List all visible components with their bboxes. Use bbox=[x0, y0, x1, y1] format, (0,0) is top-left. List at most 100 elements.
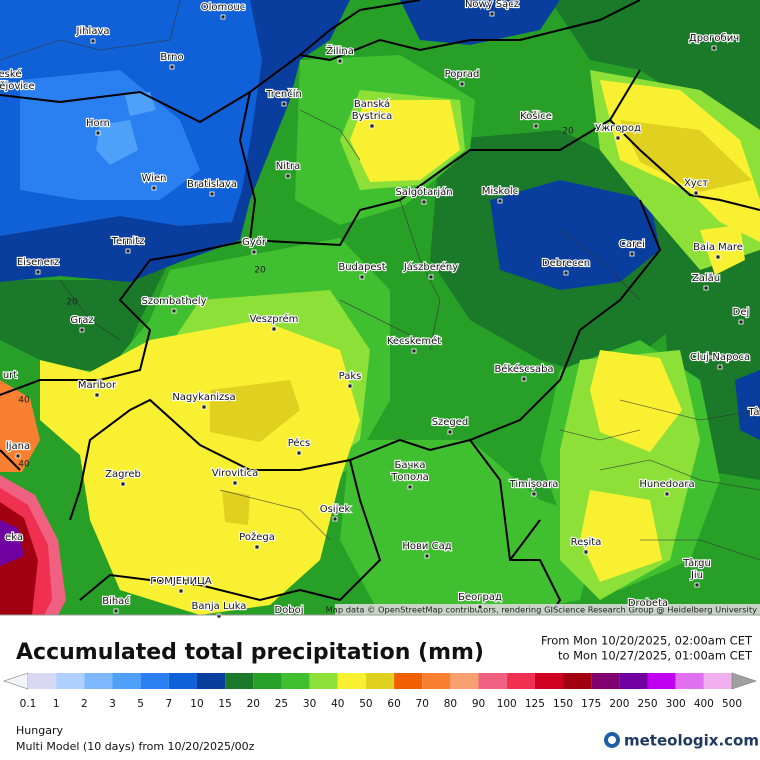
city-marker bbox=[531, 491, 537, 497]
city-label: urt bbox=[3, 370, 17, 381]
city-marker bbox=[477, 604, 483, 610]
city-marker bbox=[251, 249, 257, 255]
city-marker bbox=[79, 327, 85, 333]
city-marker bbox=[369, 123, 375, 129]
contour-label: 40 bbox=[18, 396, 30, 406]
city-label: Reșita bbox=[571, 537, 602, 548]
city-label: Београд bbox=[458, 592, 502, 603]
city-label: Poprad bbox=[445, 69, 480, 80]
city-label: Jászberény bbox=[403, 261, 458, 273]
city-marker bbox=[254, 544, 260, 550]
city-label: Wien bbox=[142, 173, 167, 184]
city-label: Нови Сад bbox=[402, 541, 451, 552]
city-marker bbox=[717, 364, 723, 370]
city-label: Zagreb bbox=[105, 469, 141, 480]
contour-label: 40 bbox=[18, 460, 30, 470]
city-label: Szeged bbox=[432, 417, 469, 428]
city-marker bbox=[337, 58, 343, 64]
city-marker bbox=[120, 481, 126, 487]
contour-label: 20 bbox=[254, 266, 266, 276]
city-label: Paks bbox=[339, 371, 362, 382]
contour-label: 20 bbox=[66, 298, 78, 308]
colorbar-box bbox=[28, 673, 57, 689]
city-marker bbox=[201, 404, 207, 410]
city-label: ějovice bbox=[0, 80, 35, 92]
city-marker bbox=[332, 516, 338, 522]
colorbar-label: 2 bbox=[81, 698, 88, 710]
colorbar-label: 400 bbox=[694, 698, 714, 710]
colorbar-label: 15 bbox=[218, 698, 231, 710]
colorbar-label: 100 bbox=[497, 698, 517, 710]
city-label: Trenčín bbox=[265, 88, 302, 100]
city-marker bbox=[113, 608, 119, 614]
city-label: Doboj bbox=[274, 605, 303, 616]
area bbox=[735, 370, 760, 440]
city-label: Nagykanizsa bbox=[172, 392, 235, 403]
city-label: Nowy Sącz bbox=[465, 0, 519, 10]
city-label: Budapest bbox=[338, 262, 385, 273]
colorbar-box bbox=[225, 673, 254, 689]
colorbar: 0.1 1 2 3 5 7 10 15 20 25 30 40 50 60 70 80 90 100 125 150 1… bbox=[3, 672, 757, 710]
colorbar-label: 1 bbox=[53, 698, 60, 710]
city-marker bbox=[447, 429, 453, 435]
area bbox=[400, 0, 560, 45]
colorbar-box bbox=[281, 673, 310, 689]
colorbar-box bbox=[422, 673, 451, 689]
city-marker bbox=[428, 274, 434, 280]
city-label: Salgótarján bbox=[395, 186, 452, 198]
colorbar-box bbox=[112, 673, 141, 689]
area bbox=[222, 490, 250, 525]
city-marker bbox=[171, 308, 177, 314]
city-label: Tâ bbox=[747, 406, 759, 418]
city-label: Carei bbox=[619, 239, 645, 250]
city-marker bbox=[489, 11, 495, 17]
city-label: Košice bbox=[520, 110, 552, 122]
city-label: Бачка bbox=[394, 460, 425, 471]
city-label: Olomouc bbox=[201, 2, 245, 13]
city-label: Osijek bbox=[320, 504, 351, 515]
area bbox=[490, 180, 660, 290]
area bbox=[125, 92, 156, 116]
area bbox=[580, 490, 662, 582]
city-marker bbox=[178, 588, 184, 594]
city-labels: Olomouc Nowy Sącz Jihlava Brno Žilina Дрогоби… bbox=[0, 0, 760, 619]
brand[interactable]: meteologix.com bbox=[624, 732, 759, 750]
brand-logo-inner bbox=[608, 736, 616, 744]
city-marker bbox=[411, 348, 417, 354]
city-marker bbox=[216, 613, 222, 619]
city-label: Maribor bbox=[78, 380, 117, 391]
colorbar-label: 10 bbox=[190, 698, 203, 710]
city-marker bbox=[271, 326, 277, 332]
colorbar-label: 3 bbox=[109, 698, 116, 710]
city-label: Târgu bbox=[682, 557, 711, 569]
city-label: Bihać bbox=[102, 595, 130, 607]
colorbar-box bbox=[534, 673, 564, 689]
city-label: Veszprém bbox=[250, 313, 299, 325]
colorbar-label: 500 bbox=[722, 698, 742, 710]
colorbar-box bbox=[563, 673, 592, 689]
colorbar-label: 150 bbox=[553, 698, 573, 710]
colorbar-label: 60 bbox=[387, 698, 400, 710]
city-marker bbox=[738, 319, 744, 325]
city-label: Дрогобич bbox=[689, 33, 739, 44]
city-marker bbox=[359, 274, 365, 280]
area bbox=[210, 380, 300, 442]
city-marker bbox=[281, 101, 287, 107]
area bbox=[550, 0, 760, 170]
city-label: Ужгород bbox=[595, 123, 641, 134]
colorbar-box bbox=[140, 673, 169, 689]
area bbox=[350, 100, 460, 182]
city-label: Horn bbox=[86, 118, 110, 129]
colorbar-arrow-low bbox=[3, 672, 29, 690]
city-label: Zalău bbox=[692, 273, 720, 284]
city-label: Cluj-Napoca bbox=[690, 352, 750, 363]
colorbar-box bbox=[84, 673, 113, 689]
border bbox=[0, 0, 760, 616]
city-label: Virovitica bbox=[212, 468, 258, 479]
city-marker bbox=[94, 392, 100, 398]
area bbox=[700, 225, 745, 275]
city-label: Hunedoara bbox=[639, 479, 694, 490]
city-marker bbox=[521, 376, 527, 382]
colorbar-box bbox=[675, 673, 704, 689]
city-marker bbox=[711, 45, 717, 51]
